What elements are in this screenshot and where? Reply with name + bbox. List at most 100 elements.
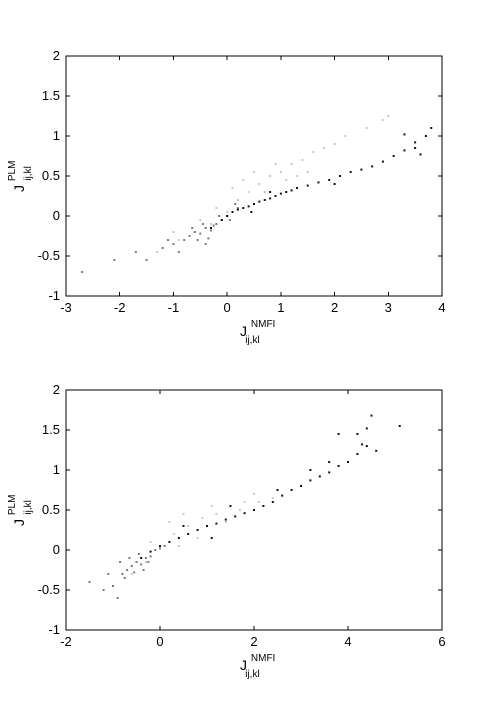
- scatter-point: [337, 465, 340, 467]
- y-tick-label: 2: [53, 48, 60, 63]
- x-tick-label: 0: [224, 300, 231, 315]
- scatter-point: [295, 175, 298, 177]
- x-axis-ticks: -2 0 2 4 6: [60, 390, 446, 649]
- x-tick-label: 2: [331, 300, 338, 315]
- y-tick-label: 0: [53, 208, 60, 223]
- scatter-point: [250, 211, 253, 213]
- scatter-point: [161, 247, 164, 249]
- scatter-point: [134, 251, 137, 253]
- scatter-point: [187, 533, 190, 535]
- x-tick-label: -2: [114, 300, 126, 315]
- scatter-point: [309, 469, 312, 471]
- scatter-point: [201, 223, 204, 225]
- scatter-point: [247, 205, 250, 208]
- scatter-point: [231, 187, 234, 189]
- scatter-point: [356, 433, 359, 435]
- scatter-point: [212, 224, 215, 227]
- scatter-point: [236, 208, 239, 211]
- scatter-point: [145, 259, 148, 261]
- scatter-point: [360, 168, 363, 171]
- scatter-point: [263, 199, 266, 201]
- scatter-point: [285, 191, 288, 193]
- scatter-point: [276, 489, 279, 491]
- y-axis-ticks: -1 -0.5 0 0.5 1 1.5 2: [38, 48, 442, 303]
- scatter-point: [210, 227, 213, 229]
- scatter-point: [224, 521, 227, 523]
- scatter-point: [210, 505, 213, 507]
- scatter-point: [149, 555, 152, 558]
- scatter-point: [182, 513, 185, 515]
- y-tick-label: 1.5: [42, 88, 60, 103]
- scatter-point: [168, 541, 171, 543]
- scatter-point: [177, 239, 180, 241]
- scatter-point: [224, 518, 227, 521]
- y-tick-label: -0.5: [38, 248, 60, 263]
- scatter-point: [218, 215, 221, 217]
- x-tick-label: 4: [344, 634, 351, 649]
- scatter-point: [210, 223, 213, 225]
- scatter-point: [274, 195, 277, 197]
- y-tick-label: 0.5: [42, 502, 60, 517]
- scatter-point: [137, 553, 140, 555]
- scatter-point: [337, 433, 340, 435]
- scatter-point: [387, 115, 390, 117]
- scatter-point: [188, 235, 191, 237]
- x-tick-label: 2: [250, 634, 257, 649]
- scatter-point: [269, 191, 272, 193]
- scatter-point: [269, 175, 272, 177]
- scatter-point: [238, 509, 241, 511]
- y-tick-label: 2: [53, 382, 60, 397]
- y-tick-label: -1: [48, 288, 60, 303]
- scatter-point: [226, 211, 229, 213]
- scatter-point: [243, 501, 246, 503]
- scatter-point: [144, 561, 147, 563]
- scatter-point: [279, 171, 282, 173]
- y-axis-ticks: -1 -0.5 0 0.5 1 1.5 2: [38, 382, 442, 637]
- scatter-point: [333, 183, 336, 185]
- x-axis-ticks: -3 -2 -1 0 1 2 3 4: [60, 56, 446, 315]
- scatter-point: [159, 545, 161, 547]
- scatter-point: [163, 545, 166, 547]
- scatter-point: [177, 537, 180, 539]
- scatter-point: [196, 529, 199, 531]
- scatter-point: [398, 425, 401, 427]
- y-tick-label: 1: [53, 462, 60, 477]
- scatter-point: [371, 165, 374, 168]
- scatter-point: [290, 489, 293, 491]
- x-tick-label: 4: [438, 300, 445, 315]
- y-tick-label: 1: [53, 128, 60, 143]
- scatter-point: [403, 133, 406, 136]
- scatter-point: [243, 512, 246, 515]
- x-tick-label: 3: [385, 300, 392, 315]
- scatter-point: [215, 522, 218, 525]
- scatter-point: [253, 493, 255, 495]
- scatter-point: [375, 449, 378, 452]
- scatter-point: [107, 573, 110, 575]
- scatter-panel-bottom: -2 0 2 4 6 -1 -0.5 0 0.5 1 1.5 2 J NMFI ij,kl J PL…: [2, 382, 446, 680]
- scatter-point: [403, 149, 406, 152]
- scatter-point: [128, 557, 131, 559]
- scatter-point: [159, 547, 161, 550]
- scatter-point: [191, 227, 194, 229]
- scatter-point: [236, 207, 239, 209]
- scatter-point: [149, 550, 152, 553]
- x-tick-label: 6: [438, 634, 445, 649]
- scatter-point: [144, 557, 147, 559]
- scatter-point: [333, 143, 336, 145]
- scatter-point: [133, 571, 136, 574]
- scatter-point: [257, 501, 260, 503]
- scatter-point: [168, 521, 171, 523]
- scatter-point: [121, 573, 124, 575]
- scatter-point: [414, 141, 417, 144]
- scatter-point: [210, 537, 213, 539]
- y-axis-label: J PLM ij,kl: [2, 491, 34, 526]
- scatter-point: [147, 561, 150, 563]
- scatter-point: [215, 207, 218, 209]
- scatter-point: [247, 191, 250, 193]
- y-tick-label: 0.5: [42, 168, 60, 183]
- scatter-point: [226, 215, 229, 217]
- scatter-point: [253, 509, 255, 511]
- scatter-point: [204, 227, 207, 229]
